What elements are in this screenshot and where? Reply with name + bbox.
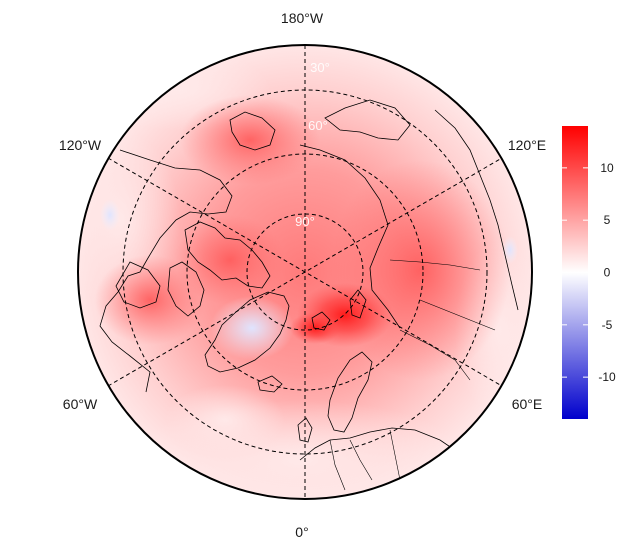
field-greenland-cool bbox=[210, 296, 294, 360]
lon-label-bottom: 0° bbox=[295, 524, 308, 540]
lon-label-lower-right: 60°E bbox=[512, 396, 543, 412]
colorbar-tick-label: 0 bbox=[604, 266, 611, 280]
lat-label-90: 90° bbox=[295, 214, 315, 229]
coast-novaya-zemlya bbox=[349, 289, 367, 319]
coast-north-america bbox=[99, 149, 233, 393]
field-archipelago-warm bbox=[175, 215, 285, 305]
coast-hudson-bay bbox=[115, 261, 161, 309]
coast-baffin bbox=[167, 261, 205, 317]
coast-scandinavia bbox=[327, 351, 373, 433]
lon-label-top: 180°W bbox=[281, 10, 324, 26]
colorbar-tick-label: 10 bbox=[600, 161, 614, 175]
colorbar-ticks: 10 5 0 -5 -10 bbox=[562, 161, 616, 384]
meridian-60w-120e bbox=[107, 157, 503, 387]
coast-iceland bbox=[257, 375, 283, 393]
field-alaska-warm bbox=[180, 95, 320, 185]
anomaly-field bbox=[78, 45, 532, 499]
coast-greenland bbox=[204, 291, 290, 373]
field-atlantic-pale bbox=[165, 385, 285, 455]
lat-circle-inner bbox=[246, 213, 364, 331]
colorbar: 10 5 0 -5 -10 bbox=[562, 126, 616, 419]
borders-russia bbox=[389, 259, 496, 381]
field-hudson-warm bbox=[95, 255, 205, 345]
field-pacific-cool-patch bbox=[100, 199, 120, 231]
coast-archipelago bbox=[184, 221, 271, 289]
graticule bbox=[107, 45, 503, 499]
coast-alaska bbox=[229, 111, 276, 151]
map-boundary bbox=[77, 44, 533, 500]
coastlines bbox=[99, 99, 519, 491]
coast-siberia bbox=[299, 144, 401, 329]
coast-chukotka bbox=[324, 99, 411, 141]
colorbar-tick-label: -5 bbox=[602, 318, 613, 332]
lon-label-upper-right: 120°E bbox=[508, 137, 546, 153]
field-siberia-warm bbox=[330, 160, 510, 380]
field-asia-cool-patch bbox=[502, 236, 518, 264]
colorbar-tick-label: 5 bbox=[604, 213, 611, 227]
borders-europe bbox=[329, 429, 401, 491]
lon-label-lower-left: 60°W bbox=[63, 396, 98, 412]
colorbar-tick-label: -10 bbox=[598, 370, 616, 384]
coast-svalbard bbox=[311, 311, 331, 331]
lat-label-30: 30° bbox=[310, 60, 330, 75]
coast-asia-east bbox=[434, 109, 519, 311]
lat-label-60: 60° bbox=[308, 118, 328, 133]
lon-label-upper-left: 120°W bbox=[59, 137, 102, 153]
